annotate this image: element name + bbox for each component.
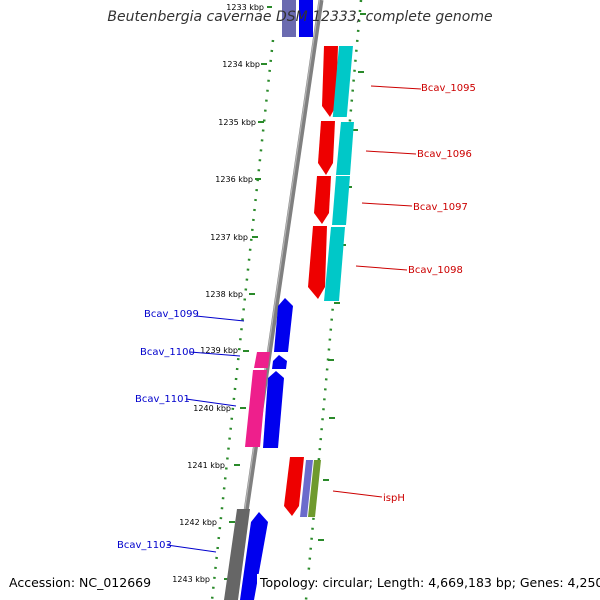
cyan-block-bcav-1097 — [332, 176, 350, 225]
gene-arrow-bcav-1098 — [308, 226, 327, 299]
gene-arrow-bcav-1096 — [318, 121, 335, 175]
gene-label-isph: ispH — [383, 493, 405, 504]
cyan-block-bcav-1098 — [324, 227, 345, 301]
tick-label: 1238 kbp — [205, 290, 243, 299]
genome-backbone-highlight — [230, 0, 321, 600]
inner-ring-dotted — [210, 39, 275, 600]
leader-line-bcav-1096 — [365, 150, 417, 155]
gene-label-bcav-1103: Bcav_1103 — [117, 540, 172, 551]
gene-label-bcav-1098: Bcav_1098 — [408, 265, 463, 276]
gene-arrow-bcav-1099 — [274, 298, 293, 352]
topology-label: Topology: circular; Length: 4,669,183 bp… — [257, 574, 600, 591]
leader-line-bcav-1098 — [355, 265, 408, 271]
cyan-block-bcav-1096 — [336, 122, 354, 175]
magenta-block-bcav-1100 — [254, 352, 270, 368]
leader-line-bcav-1097 — [361, 202, 413, 207]
gray-block-bcav-1103 — [224, 509, 250, 600]
cyan-block-bcav-1095 — [332, 46, 353, 117]
magenta-block-bcav-1101 — [245, 370, 267, 447]
tick-label: 1242 kbp — [179, 518, 217, 527]
leader-line-bcav-1103 — [166, 544, 217, 553]
gene-label-bcav-1099: Bcav_1099 — [144, 309, 199, 320]
leader-line-bcav-1100 — [189, 351, 241, 357]
gene-label-bcav-1101: Bcav_1101 — [135, 394, 190, 405]
gene-arrow-bcav-1095 — [322, 46, 338, 117]
leader-line-bcav-1099 — [195, 315, 245, 322]
leader-line-bcav-1095 — [370, 85, 422, 90]
tick-label: 1243 kbp — [172, 575, 210, 584]
genome-backbone — [230, 0, 324, 600]
gene-label-bcav-1097: Bcav_1097 — [413, 202, 468, 213]
tick-label: 1237 kbp — [210, 233, 248, 242]
leader-line-isph — [332, 490, 383, 498]
gene-block-forward — [299, 0, 313, 37]
leader-line-bcav-1101 — [185, 398, 237, 407]
gene-block-slate — [282, 0, 296, 37]
tick-label: 1236 kbp — [215, 175, 253, 184]
slate-block-isph — [300, 460, 313, 517]
gene-arrow-bcav-1100 — [272, 355, 287, 369]
gene-arrow-isph — [284, 457, 304, 516]
tick-label: 1241 kbp — [187, 461, 225, 470]
gene-arrow-bcav-1097 — [314, 176, 331, 224]
accession-label: Accession: NC_012669 — [6, 574, 155, 591]
tick-label: 1235 kbp — [218, 118, 256, 127]
tick-label: 1239 kbp — [200, 346, 238, 355]
olive-block-isph — [308, 460, 321, 517]
gene-label-bcav-1095: Bcav_1095 — [421, 83, 476, 94]
tick-label: 1240 kbp — [193, 404, 231, 413]
map-title: Beutenbergia cavernae DSM 12333, complet… — [107, 9, 493, 25]
gene-label-bcav-1100: Bcav_1100 — [140, 347, 195, 358]
gene-label-bcav-1096: Bcav_1096 — [417, 149, 472, 160]
gene-arrow-bcav-1101 — [263, 371, 284, 448]
gene-arrow-bcav-1103 — [240, 512, 268, 600]
tick-label: 1233 kbp — [226, 3, 264, 12]
tick-label: 1234 kbp — [222, 60, 260, 69]
